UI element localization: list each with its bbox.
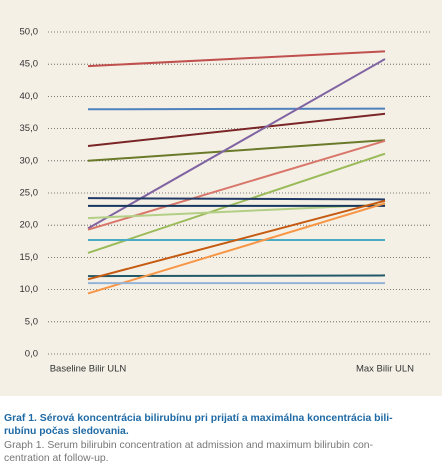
caption-line: Graf 1. Sérová koncentrácia bilirubínu p… — [4, 413, 393, 424]
y-tick-label: 40,0 — [20, 91, 39, 102]
x-tick-label: Baseline Bilir ULN — [50, 364, 127, 375]
y-tick-label: 25,0 — [20, 188, 39, 199]
series-line — [87, 274, 386, 278]
series-line — [87, 112, 386, 147]
series-line — [87, 50, 386, 68]
series-line — [87, 202, 386, 295]
caption-en: Graph 1. Serum bilirubin concentration a… — [4, 439, 440, 465]
series-line — [87, 197, 386, 201]
caption-line: rubínu počas sledovania. — [4, 426, 129, 437]
y-tick-label: 45,0 — [20, 59, 39, 70]
series-line — [87, 152, 386, 254]
y-tick-label: 30,0 — [20, 155, 39, 166]
y-tick-label: 50,0 — [20, 27, 39, 38]
y-tick-label: 10,0 — [20, 284, 39, 295]
caption-line: centration at follow-up. — [4, 453, 109, 464]
series-line — [87, 107, 386, 111]
y-tick-label: 20,0 — [20, 220, 39, 231]
y-tick-label: 35,0 — [20, 123, 39, 134]
x-tick-label: Max Bilir ULN — [356, 364, 414, 375]
series-line — [87, 139, 386, 162]
y-tick-label: 15,0 — [20, 252, 39, 263]
caption-line: Graph 1. Serum bilirubin concentration a… — [4, 440, 374, 451]
caption: Graf 1. Sérová koncentrácia bilirubínu p… — [4, 412, 440, 438]
y-tick-label: 0,0 — [25, 349, 38, 360]
series-line — [87, 58, 386, 230]
chart: 0,0 5,0 10,0 15,0 20,0 25,0 30,0 35,0 40,0 45,0 50… — [0, 0, 442, 396]
series-line — [87, 199, 386, 281]
y-tick-label: 5,0 — [25, 316, 38, 327]
